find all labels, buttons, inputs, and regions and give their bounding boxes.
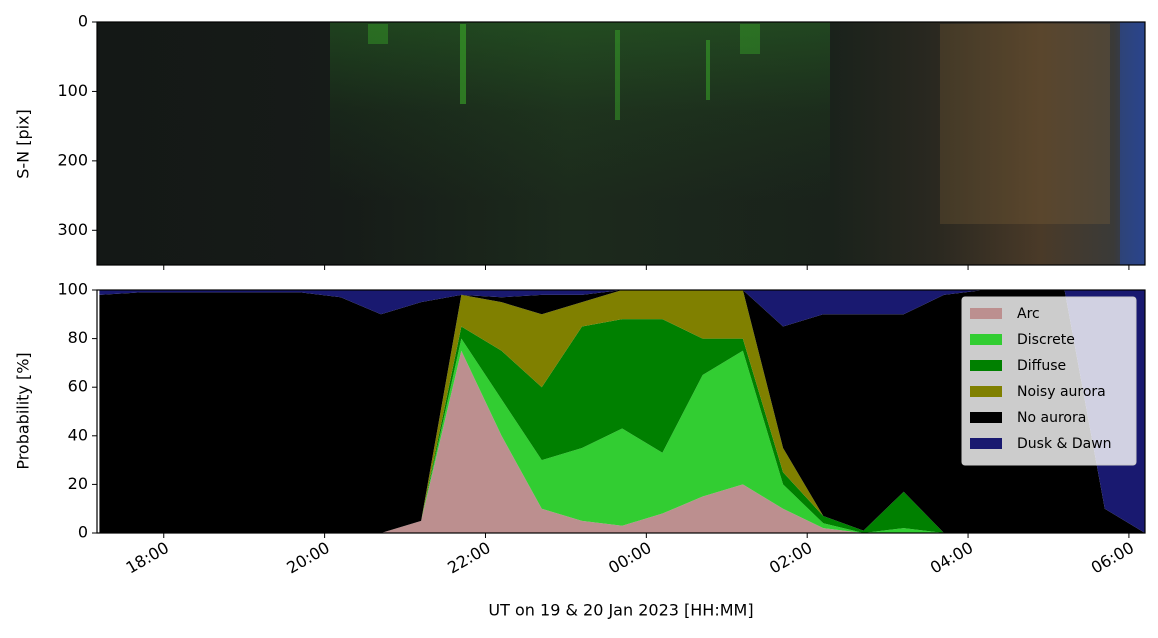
legend-label: Discrete <box>1017 332 1075 348</box>
legend-swatch <box>970 412 1002 423</box>
y-tick-label: 300 <box>57 220 88 239</box>
keogram-image <box>97 22 1145 265</box>
y-tick-label: 200 <box>57 150 88 169</box>
y-tick-label: 20 <box>68 474 88 493</box>
y-tick-label: 80 <box>68 328 88 347</box>
legend-label: Diffuse <box>1017 358 1066 374</box>
legend-swatch <box>970 360 1002 371</box>
y-tick-label: 0 <box>78 12 88 31</box>
area <box>99 319 1146 533</box>
y-tick-label: 60 <box>68 377 88 396</box>
x-tick-label: 18:00 <box>123 538 172 578</box>
legend-label: Dusk & Dawn <box>1017 436 1112 452</box>
y-tick-label: 100 <box>57 280 88 299</box>
legend-swatch <box>970 438 1002 449</box>
legend-swatch <box>970 386 1002 397</box>
x-tick-label: 22:00 <box>444 538 493 578</box>
legend-swatch <box>970 308 1002 319</box>
bottom-y-label: Probability [%] <box>14 352 33 469</box>
area <box>99 338 1146 533</box>
legend-box <box>961 296 1137 466</box>
area <box>99 290 1146 533</box>
x-tick-label: 04:00 <box>927 538 976 578</box>
y-tick-label: 0 <box>78 523 88 542</box>
legend-label: Arc <box>1017 306 1040 322</box>
top-y-label: S-N [pix] <box>14 109 33 179</box>
legend-swatch <box>970 334 1002 345</box>
x-tick-label: 06:00 <box>1088 538 1137 578</box>
legend: Arc Discrete Diffuse Noisy aurora No aurora D… <box>961 296 1137 466</box>
x-axis-label: UT on 19 & 20 Jan 2023 [HH:MM] <box>488 601 753 620</box>
legend-label: No aurora <box>1017 410 1086 426</box>
x-tick-label: 20:00 <box>283 538 332 578</box>
y-tick-label: 40 <box>68 425 88 444</box>
top-frame <box>96 21 1146 266</box>
x-tick-label: 02:00 <box>766 538 815 578</box>
x-tick-label: 00:00 <box>605 538 654 578</box>
bottom-frame <box>96 289 1146 534</box>
y-tick-label: 100 <box>57 81 88 100</box>
legend-label: Noisy aurora <box>1017 384 1106 400</box>
